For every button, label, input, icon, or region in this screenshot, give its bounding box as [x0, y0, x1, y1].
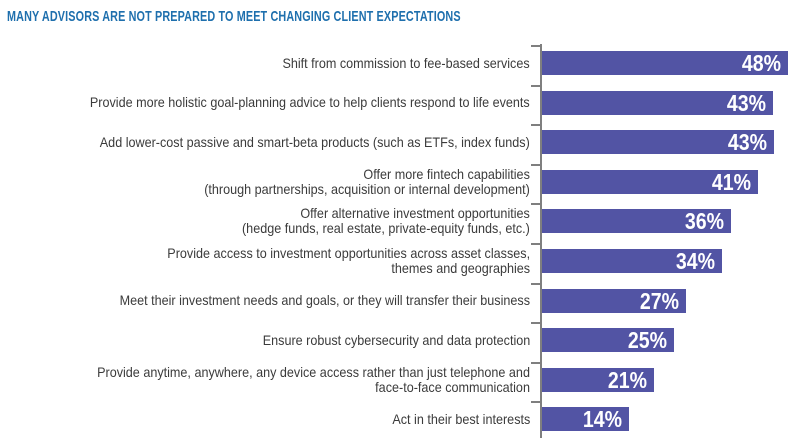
category-label-text: Act in their best interests — [392, 410, 530, 427]
category-label-text: Offer more fintech capabilities (through… — [204, 165, 530, 197]
value-label: 43% — [727, 129, 767, 156]
axis-tick — [531, 84, 541, 87]
value-label: 27% — [639, 287, 679, 314]
axis-tick — [531, 203, 541, 206]
category-label-text: Provide more holistic goal-planning advi… — [90, 94, 530, 111]
bar: 48% — [542, 51, 788, 75]
bar: 34% — [542, 249, 722, 273]
bar: 36% — [542, 208, 731, 235]
axis-tick — [531, 361, 541, 364]
value-label: 25% — [627, 327, 667, 354]
bar-row: Offer alternative investment opportuniti… — [0, 203, 800, 244]
bar-row: Act in their best interests 14% — [0, 401, 800, 438]
category-label-text: Add lower-cost passive and smart-beta pr… — [100, 133, 530, 150]
axis-tick — [531, 163, 541, 166]
bar: 14% — [542, 406, 629, 433]
axis-tick — [531, 401, 541, 404]
bar-row: Provide more holistic goal-planning advi… — [0, 84, 800, 126]
category-label-text: Offer alternative investment opportuniti… — [242, 205, 530, 237]
bar: 43% — [542, 129, 774, 156]
bar-row: Provide anytime, anywhere, any device ac… — [0, 361, 800, 403]
bar: 27% — [542, 287, 686, 314]
category-label-text: Ensure robust cybersecurity and data pro… — [262, 331, 530, 348]
bar-row: Add lower-cost passive and smart-beta pr… — [0, 124, 800, 165]
bar: 41% — [542, 168, 758, 195]
value-label: 36% — [684, 208, 724, 235]
value-label: 21% — [607, 366, 647, 393]
axis-tick — [531, 124, 541, 127]
bar-row: Ensure robust cybersecurity and data pro… — [0, 322, 800, 363]
bar: 21% — [542, 366, 654, 393]
bar: 43% — [542, 89, 773, 116]
bar: 25% — [542, 327, 674, 354]
y-axis-line — [540, 44, 542, 438]
axis-tick — [531, 282, 541, 285]
category-label-text: Shift from commission to fee-based servi… — [282, 54, 530, 71]
value-label: 14% — [582, 406, 622, 433]
category-label-text: Meet their investment needs and goals, o… — [119, 292, 530, 309]
chart-title: MANY ADVISORS ARE NOT PREPARED TO MEET C… — [7, 8, 461, 25]
bar-row: Meet their investment needs and goals, o… — [0, 282, 800, 324]
value-label: 41% — [711, 168, 751, 195]
category-label-text: Provide anytime, anywhere, any device ac… — [97, 363, 530, 395]
value-label: 43% — [726, 89, 766, 116]
bar-row: Provide access to investment opportuniti… — [0, 243, 800, 284]
axis-tick — [531, 45, 541, 47]
value-label: 34% — [675, 248, 715, 274]
value-label: 48% — [741, 50, 781, 76]
axis-tick — [531, 243, 541, 245]
axis-tick — [531, 322, 541, 325]
category-label-text: Provide access to investment opportuniti… — [167, 245, 530, 276]
bar-row: Shift from commission to fee-based servi… — [0, 45, 800, 86]
bar-row: Offer more fintech capabilities (through… — [0, 163, 800, 205]
